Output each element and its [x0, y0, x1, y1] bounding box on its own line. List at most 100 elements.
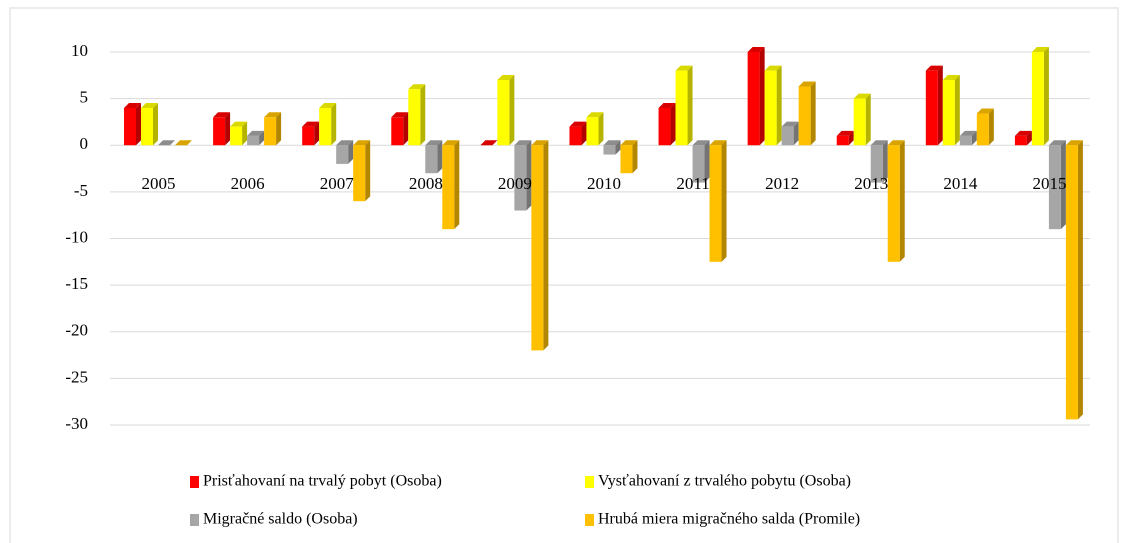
bar [247, 130, 265, 146]
y-tick-label: 10 [71, 41, 88, 60]
bar-side [988, 108, 994, 146]
legend-swatch [190, 476, 199, 488]
bar-side [704, 140, 710, 183]
bar-top [925, 65, 943, 71]
bar-top [1014, 130, 1032, 136]
bar-side [1026, 130, 1032, 146]
bar-side [454, 140, 460, 230]
x-tick-label: 2011 [676, 174, 709, 193]
bar [1014, 130, 1032, 146]
bar-side [632, 140, 638, 174]
bar-top [425, 140, 443, 146]
bar-top [353, 140, 371, 146]
bar [175, 140, 192, 146]
bar [531, 140, 549, 351]
bar-side [136, 102, 141, 146]
bar-front [442, 145, 455, 230]
bar-front [709, 145, 722, 262]
bar-front [247, 135, 260, 146]
x-tick-label: 2014 [943, 174, 978, 193]
legend-label: Vysťahovaní z trvalého pobytu (Osoba) [598, 473, 851, 490]
bar-front [692, 145, 705, 183]
bar [692, 140, 710, 183]
bar-front [1048, 145, 1061, 230]
bar-side [759, 47, 765, 146]
bar-side [954, 74, 960, 146]
x-tick-label: 2010 [587, 174, 621, 193]
bar [497, 74, 515, 146]
bar [141, 102, 158, 146]
bar-top [302, 121, 320, 127]
bar-top [514, 140, 532, 146]
bar-front [747, 52, 760, 146]
bar-top [747, 47, 765, 52]
bar [158, 140, 175, 146]
bar-top [620, 140, 638, 146]
bar-top [675, 65, 693, 71]
legend-swatch [190, 514, 199, 526]
bar-front [764, 70, 777, 146]
bar-front [569, 126, 582, 146]
bar-front [925, 70, 938, 146]
bar-front [976, 113, 989, 146]
bar-front [870, 145, 883, 183]
bar-front [798, 86, 811, 146]
bar [1065, 140, 1083, 420]
legend-swatch [585, 476, 594, 488]
bar-top [586, 112, 604, 118]
bar-front [1031, 52, 1044, 146]
bar-side [314, 121, 320, 146]
bar-front [836, 135, 849, 146]
bar-top [870, 140, 888, 146]
bar-front [497, 79, 510, 146]
bar [836, 130, 854, 146]
bar [976, 108, 994, 146]
bar [764, 65, 782, 146]
bar-top [569, 121, 587, 127]
legend-label: Hrubá miera migračného salda (Promile) [598, 511, 860, 528]
bar-front [1065, 145, 1078, 420]
bar [658, 102, 676, 146]
bar-side [937, 65, 943, 146]
bar-side [793, 121, 799, 146]
bar-front [264, 117, 277, 146]
bar [264, 112, 282, 146]
bar-top [336, 140, 354, 146]
bar-side [810, 81, 816, 146]
x-tick-label: 2007 [320, 174, 355, 193]
bar-top [836, 130, 854, 136]
bar [569, 121, 587, 146]
bar-top [692, 140, 710, 146]
bar-top [158, 140, 175, 146]
bar [425, 140, 443, 174]
bar-side [865, 93, 871, 146]
legend-swatch [585, 514, 594, 526]
bar-top [480, 140, 498, 146]
bar [1048, 140, 1066, 230]
bar-side [365, 140, 371, 202]
bar [336, 140, 354, 164]
x-tick-label: 2013 [854, 174, 888, 193]
bar-front [124, 107, 136, 146]
bar [1031, 47, 1049, 146]
bar-top [391, 112, 409, 118]
y-tick-label: -25 [65, 367, 88, 386]
bar-front [336, 145, 349, 164]
bar-front [658, 107, 671, 146]
bar-side [615, 140, 621, 155]
bar-top [124, 102, 141, 108]
x-tick-label: 2015 [1032, 174, 1066, 193]
bar-top [976, 108, 994, 114]
y-tick-label: 5 [80, 88, 89, 107]
y-tick-label: -20 [65, 321, 88, 340]
bar-side [598, 112, 604, 146]
bar-top [764, 65, 782, 71]
bar-top [531, 140, 549, 146]
bar-front [531, 145, 544, 351]
legend-label: Prisťahovaní na trvalý pobyt (Osoba) [203, 473, 442, 490]
bar-top [942, 74, 960, 80]
bar-top [264, 112, 282, 118]
bar-side [331, 102, 337, 146]
bar-front [514, 145, 527, 211]
bar [747, 47, 765, 146]
